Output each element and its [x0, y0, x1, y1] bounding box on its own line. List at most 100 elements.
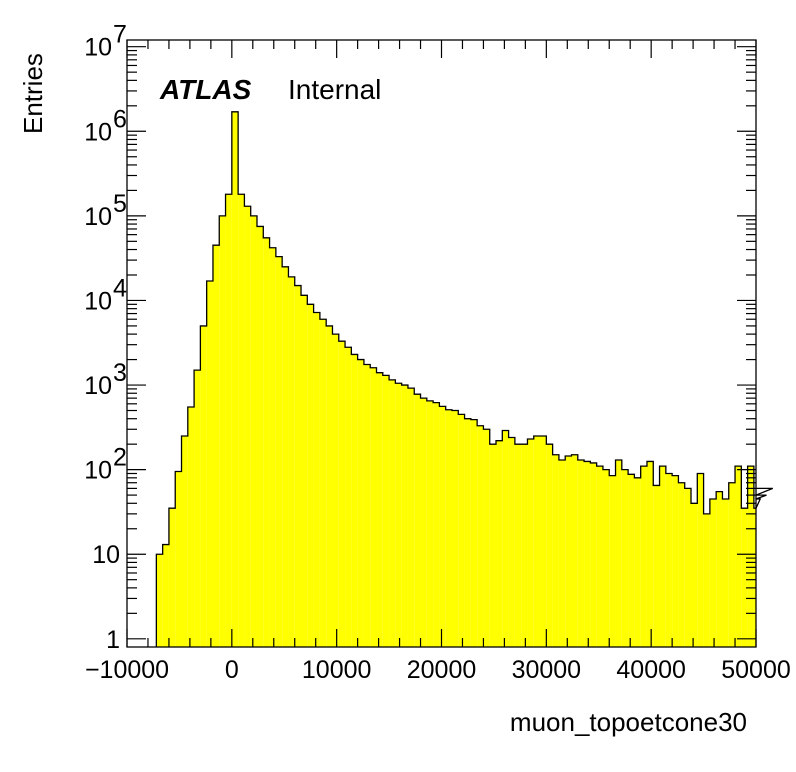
y-tick-label: 10 [84, 287, 112, 315]
y-tick-exponent: 5 [113, 190, 127, 218]
histogram-bar [357, 359, 364, 647]
histogram-bar [212, 245, 220, 648]
histogram-bar [263, 237, 270, 647]
histogram-bar [389, 379, 396, 647]
y-tick-label: 10 [84, 372, 112, 400]
x-tick-label: −10000 [85, 656, 169, 684]
histogram-bar [433, 402, 440, 647]
histogram-bar [590, 462, 597, 647]
histogram-bar [514, 444, 522, 647]
histogram-bar [672, 475, 679, 647]
histogram-bar [716, 491, 723, 647]
histogram-bar [678, 482, 685, 647]
histogram-bar [395, 383, 402, 647]
histogram-bar [451, 410, 459, 647]
histogram-bar [722, 498, 729, 647]
histogram-bar [458, 414, 465, 647]
histogram-bar [508, 437, 515, 647]
y-tick-exponent: 7 [113, 21, 127, 49]
internal-label: Internal [288, 74, 381, 105]
x-tick-label: 40000 [616, 656, 686, 684]
histogram-bar [470, 419, 478, 647]
histogram-bar [646, 461, 654, 647]
histogram-bar [206, 280, 213, 647]
histogram-bar [162, 544, 169, 647]
histogram-bar [326, 325, 333, 647]
histogram-bar [634, 477, 641, 647]
histogram-bar [407, 388, 415, 647]
histogram-bar [363, 364, 371, 647]
histogram-bar [238, 194, 245, 647]
histogram-bar [332, 334, 339, 647]
histogram-outline [155, 111, 774, 647]
histogram-bar [256, 226, 264, 647]
histogram-bar [376, 372, 383, 647]
y-tick-exponent: 4 [113, 274, 127, 302]
x-tick-label: 50000 [721, 656, 791, 684]
histogram-bar [420, 398, 427, 647]
histogram-bar [609, 475, 616, 647]
histogram-bar [477, 425, 484, 647]
histogram-bar [338, 341, 346, 647]
histogram-bar [546, 444, 553, 647]
x-tick-label: 10000 [302, 656, 372, 684]
histogram-bar [319, 319, 327, 647]
x-tick-label: 0 [225, 656, 239, 684]
histogram-bar [615, 459, 622, 647]
histogram-bar [741, 508, 748, 647]
histogram-bar [640, 466, 647, 647]
histogram-bar [414, 394, 421, 647]
y-tick-label: 10 [84, 118, 112, 146]
histogram-bar [282, 266, 289, 647]
histogram-bar [294, 285, 302, 647]
histogram-bar [577, 459, 585, 647]
y-tick-label: 10 [84, 34, 112, 62]
histogram-bar [496, 440, 503, 647]
histogram-bar [483, 429, 490, 647]
histogram-bar [313, 312, 320, 647]
histogram-bar [250, 215, 257, 647]
histogram-bar [181, 435, 188, 647]
histogram-bar [558, 459, 566, 647]
histogram-bar [565, 455, 572, 647]
histogram-bar [533, 435, 541, 647]
y-tick-label: 1 [106, 626, 120, 654]
histogram-bar [728, 482, 736, 647]
histogram-bar [602, 469, 610, 647]
histogram-bar [584, 461, 591, 647]
y-tick-exponent: 6 [113, 105, 127, 133]
y-tick-label: 10 [84, 457, 112, 485]
histogram-bar [269, 247, 276, 648]
histogram-bar [168, 508, 176, 647]
histogram-bar [571, 454, 578, 647]
histogram-bar [709, 498, 717, 647]
histogram-bar [156, 554, 163, 647]
histogram-bar [288, 276, 295, 647]
histogram-bar [345, 347, 352, 647]
histogram-bar [703, 513, 710, 647]
histogram-bar [382, 375, 390, 647]
histogram-bar [370, 367, 377, 647]
y-tick-exponent: 2 [113, 444, 127, 472]
histogram-bar [621, 469, 629, 647]
x-axis-title: muon_topoetcone30 [510, 707, 747, 737]
histogram-bar [502, 430, 509, 647]
histogram-bar [596, 466, 603, 647]
histogram-bar [665, 473, 673, 647]
histogram-bar [540, 435, 547, 647]
y-tick-label: 10 [92, 541, 120, 569]
histogram-bar [735, 466, 742, 647]
histogram-bar [521, 444, 528, 647]
y-tick-label: 10 [84, 203, 112, 231]
histogram-bar [439, 406, 446, 647]
histogram-bar [747, 466, 754, 647]
histogram-bar [244, 206, 251, 647]
histogram-bars [155, 111, 774, 648]
x-tick-label: 20000 [407, 656, 477, 684]
histogram-bar [527, 439, 534, 647]
histogram-bar [445, 409, 452, 647]
histogram-bar [401, 385, 408, 647]
histogram-bar [351, 354, 358, 647]
histogram-bar [175, 471, 182, 647]
